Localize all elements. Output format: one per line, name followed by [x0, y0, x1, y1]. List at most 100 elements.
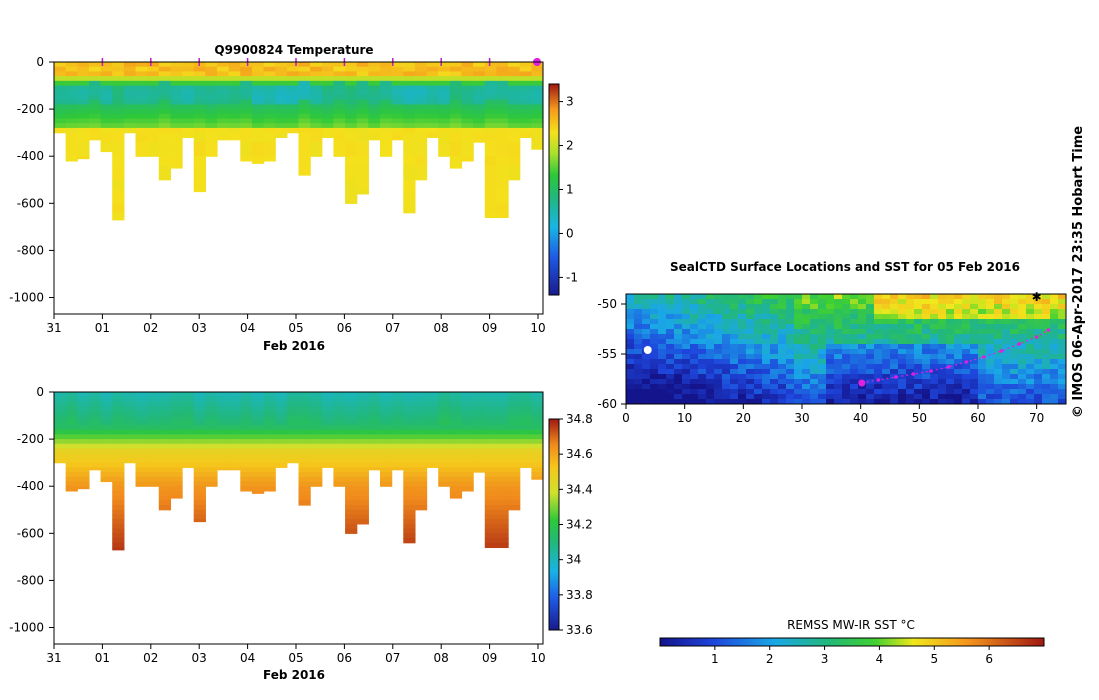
sst-cell [1050, 314, 1059, 320]
salinity-cell [484, 434, 498, 440]
temperature-cell [65, 90, 78, 96]
salinity-cell [286, 415, 300, 421]
salinity-cell [286, 439, 300, 445]
salinity-cell [182, 410, 195, 417]
temperature-cell [205, 151, 218, 157]
sst-cell [786, 329, 795, 335]
salinity-cell [147, 434, 160, 440]
salinity-cell [321, 429, 335, 435]
sst-cell [1026, 309, 1035, 315]
sst-cell [810, 359, 819, 365]
salinity-cell [286, 420, 300, 426]
temperature-cell [170, 113, 183, 120]
salinity-cell [508, 424, 521, 431]
salinity-cell [193, 467, 206, 473]
sst-cell [1002, 389, 1011, 395]
salinity-cell [228, 392, 241, 398]
salinity-cell [77, 424, 90, 431]
sst-cell [954, 354, 963, 360]
salinity-cell [496, 500, 509, 506]
salinity-cell [263, 467, 276, 473]
temperature-cell [228, 90, 241, 96]
temperature-cell [135, 109, 148, 115]
salinity-cell [240, 481, 253, 487]
sst-cell [778, 354, 787, 360]
sst-cell [834, 299, 843, 305]
sst-cell [666, 329, 675, 335]
salinity-cell [182, 453, 195, 459]
temperature-cell [135, 66, 148, 73]
salinity-cell [170, 495, 183, 499]
sst-cell [850, 389, 859, 395]
salinity-cell [496, 495, 509, 501]
salinity-cell [368, 467, 381, 471]
salinity-cell [77, 406, 90, 412]
temperature-cell [251, 71, 265, 77]
temperature-cell [414, 90, 428, 96]
temperature-cell [65, 146, 78, 153]
sst-cell [938, 374, 947, 380]
sst-cell [778, 374, 787, 380]
salinity-cell [88, 448, 102, 454]
salinity-cell [368, 448, 381, 454]
temperature-cell [414, 127, 428, 134]
salinity-cell [240, 401, 253, 407]
temperature-cell [170, 146, 183, 153]
sst-cell [922, 294, 931, 300]
sst-cell [914, 394, 923, 400]
sst-cell [994, 339, 1003, 345]
temperature-cell [251, 76, 265, 82]
salinity-cell [100, 429, 113, 435]
sst-cell [962, 374, 971, 380]
sst-cell [874, 369, 883, 375]
temperature-cell [345, 165, 358, 171]
salinity-cell [275, 406, 288, 412]
temperature-cell [135, 118, 148, 124]
salinity-cell [77, 476, 90, 483]
sst-cell [642, 364, 651, 370]
temperature-cell [77, 80, 90, 87]
temperature-cell [531, 80, 543, 87]
sst-cell [810, 344, 819, 350]
sst-cell [930, 319, 939, 325]
temperature-cell [403, 71, 416, 77]
sst-cell [754, 324, 763, 330]
sst-cell [754, 369, 763, 375]
sst-cell [842, 309, 851, 315]
sst-cell [938, 354, 947, 360]
sst-cell [634, 309, 643, 315]
sst-cell [826, 304, 835, 310]
sst-cell [866, 324, 875, 330]
sst-cell [810, 314, 819, 320]
salinity-cell [321, 439, 335, 445]
temperature-cell [508, 62, 521, 68]
sst-cell [826, 364, 835, 370]
sst-cell [946, 354, 955, 360]
sst-cell [794, 339, 803, 345]
sst-cell [818, 319, 827, 325]
temperature-cell [135, 62, 148, 68]
salinity-cell [228, 420, 241, 426]
temperature-cell [519, 127, 532, 134]
temperature-cell [240, 113, 253, 120]
sst-cell [850, 344, 859, 350]
sst-cell [1026, 329, 1035, 335]
sst-cell [954, 344, 963, 350]
top-x-tick-label: 03 [192, 321, 207, 335]
salinity-cell [263, 415, 276, 421]
temperature-cell [519, 123, 532, 129]
sst-cell [1010, 304, 1019, 310]
sst-cell [666, 339, 675, 345]
salinity-cell [461, 415, 474, 421]
temperature-cell [158, 170, 172, 176]
temperature-cell [158, 151, 172, 157]
sst-cell [1058, 389, 1066, 395]
temperature-cell [449, 94, 463, 101]
sst-cell [786, 389, 795, 395]
temperature-cell [310, 66, 323, 73]
temperature-cell [263, 118, 276, 124]
sst-cell [834, 379, 843, 385]
sst-cell [1010, 399, 1019, 404]
sst-cell [858, 399, 867, 404]
salinity-cell [275, 434, 288, 440]
